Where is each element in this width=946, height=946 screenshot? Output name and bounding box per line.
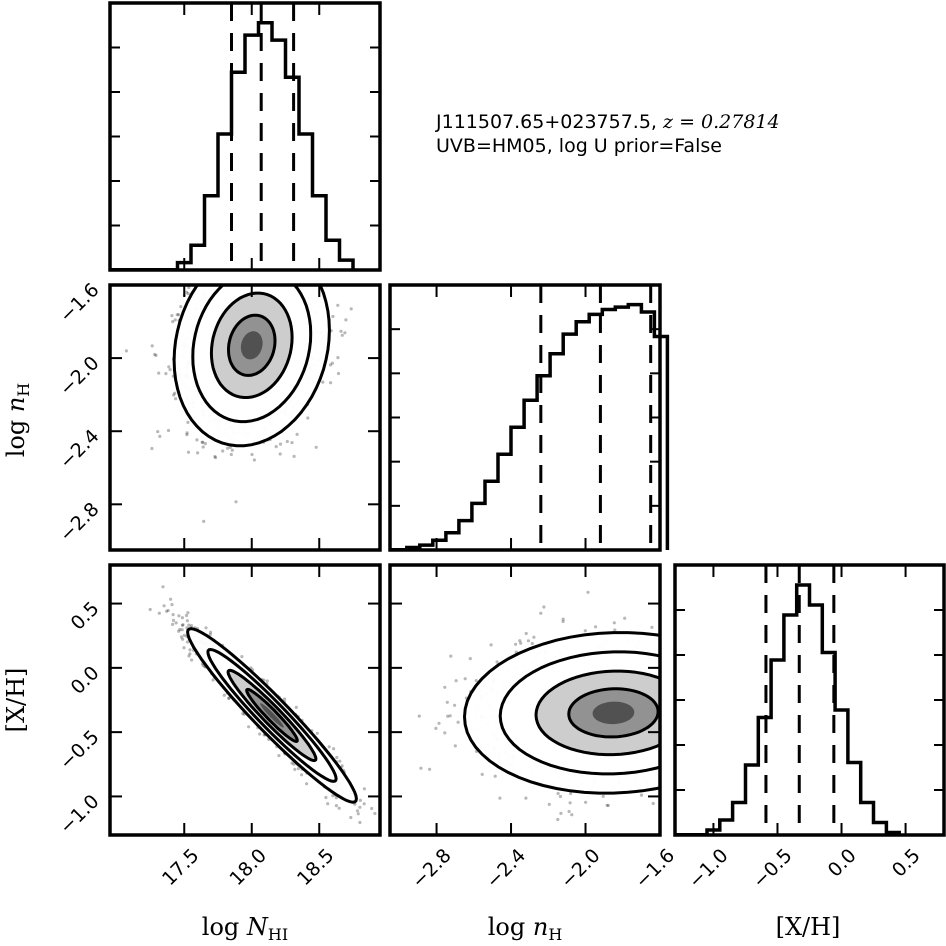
y-tick-label: −1.0 <box>55 790 103 838</box>
x-tick-label: −1.6 <box>631 845 679 893</box>
contour-level <box>592 701 635 725</box>
annotation-line-1: J111507.65+023757.5, z = 0.27814 <box>435 111 780 133</box>
x-tick-label: 18.5 <box>293 845 338 890</box>
panel-frame <box>108 563 382 837</box>
contour-level <box>260 703 284 728</box>
hist-steps <box>175 21 355 270</box>
y-label-log-nh: log nH <box>2 383 33 458</box>
contour-level <box>240 331 263 360</box>
y-tick-label: 0.5 <box>67 598 104 635</box>
x-label-log-nh: log nH <box>488 913 563 944</box>
y-tick-label: −2.0 <box>55 352 103 400</box>
annotation: J111507.65+023757.5, z = 0.27814 UVB=HM0… <box>435 111 780 157</box>
panel-frame <box>388 563 662 837</box>
histogram-panel-3 <box>675 565 901 835</box>
hist-steps <box>405 302 670 550</box>
x-tick-label: 0.0 <box>824 845 861 882</box>
x-tick-label: −2.4 <box>482 845 530 893</box>
x-tick-label: −2.8 <box>408 845 456 893</box>
y-label-xh: [X/H] <box>2 668 30 733</box>
panel-frame <box>388 283 662 552</box>
panel-frame <box>108 283 382 552</box>
annotation-line-2: UVB=HM05, log U prior=False <box>436 135 722 157</box>
axis-labels: log NHI log nH [X/H] log nH [X/H] <box>2 383 840 944</box>
histogram-panel-1 <box>110 3 355 270</box>
x-tick-label: 0.5 <box>888 845 925 882</box>
x-tick-label: −2.0 <box>556 845 604 893</box>
x-label-log-nhi: log NHI <box>202 913 288 944</box>
y-tick-label: 0.0 <box>67 662 104 699</box>
x-tick-label: 18.0 <box>225 845 270 890</box>
panel-frame <box>108 1 382 272</box>
x-tick-label: −0.5 <box>748 845 796 893</box>
y-tick-label: −2.4 <box>55 425 103 473</box>
joint-panel-2 <box>148 585 377 825</box>
y-tick-label: −0.5 <box>55 726 103 774</box>
joint-panel-1 <box>124 285 353 524</box>
joint-panel-3 <box>417 590 660 822</box>
panel-frame <box>673 563 946 837</box>
histogram-panel-2 <box>390 285 670 550</box>
x-tick-label: −1.0 <box>684 845 732 893</box>
y-tick-label: −2.8 <box>55 498 103 546</box>
y-tick-label: −1.6 <box>55 279 103 327</box>
hist-steps <box>705 583 901 835</box>
x-label-xh: [X/H] <box>776 913 841 941</box>
x-tick-label: 17.5 <box>158 845 203 890</box>
